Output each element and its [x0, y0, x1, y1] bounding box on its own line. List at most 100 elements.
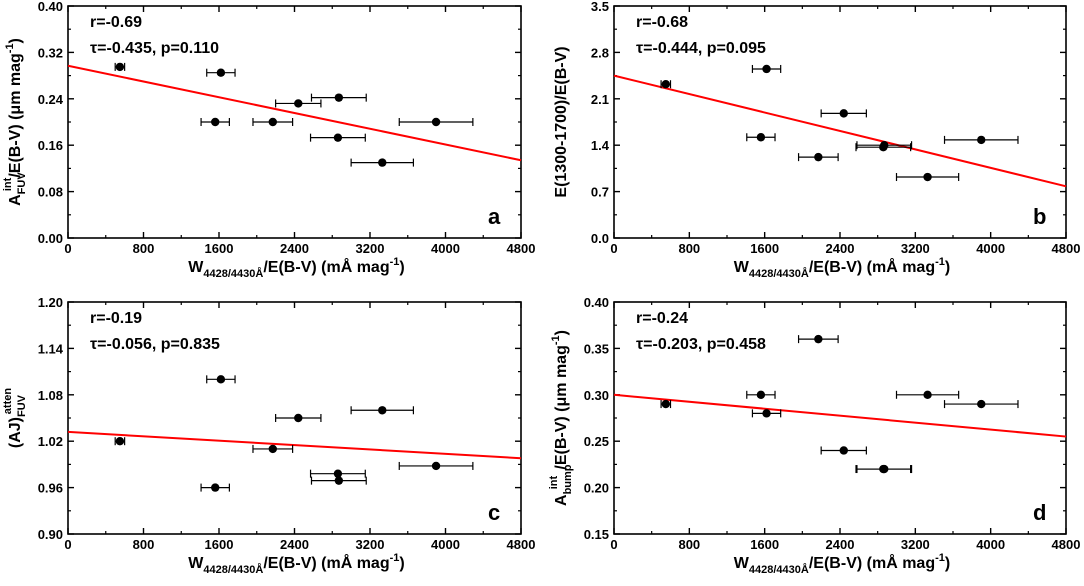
data-point: [378, 158, 387, 167]
label-part: W: [734, 555, 750, 572]
y-tick-label: 1.20: [38, 295, 63, 310]
label-part: /E(B-V) (μm mag: [7, 53, 24, 177]
y-tick-label: 0.35: [584, 341, 609, 356]
label-part: /E(B-V) (mÅ mag: [263, 257, 389, 276]
fit-line: [67, 64, 522, 162]
data-point: [115, 437, 125, 446]
label-part: FUV: [16, 172, 28, 195]
x-tick-label: 3200: [356, 241, 385, 256]
data-point: [294, 413, 303, 423]
fit-line: [613, 74, 1067, 188]
x-tick-label: 2400: [826, 241, 855, 256]
data-point: [879, 142, 888, 152]
data-point: [756, 390, 766, 399]
data-point: [268, 444, 277, 454]
x-tick-label: 1600: [205, 241, 234, 256]
y-tick-label: 0.16: [38, 138, 63, 153]
data-point: [839, 109, 848, 118]
stat-annotation: r=-0.24: [636, 310, 688, 327]
y-axis-label: E(1300-1700)/E(B-V): [553, 46, 570, 197]
x-tick-label: 800: [678, 241, 700, 256]
data-point: [923, 390, 932, 399]
y-tick-label: 0.90: [38, 527, 63, 542]
data-point: [216, 68, 226, 77]
data-point: [814, 152, 823, 162]
y-tick-label: 0.40: [38, 0, 63, 14]
x-axis-label: W4428/4430Å/E(B-V) (mÅ mag-1): [188, 552, 404, 576]
fit-line: [613, 393, 1067, 438]
x-axis-label: W4428/4430Å/E(B-V) (mÅ mag-1): [734, 256, 950, 280]
x-tick-label: 0: [64, 537, 71, 552]
label-part: -1: [935, 256, 945, 268]
panel-d: 0 800 1600 2400 3200 4000 4800 0.15 0.20 0.25 0.30…: [548, 295, 1080, 576]
label-part: -1: [935, 552, 945, 564]
y-tick-label: 0.32: [38, 45, 63, 60]
x-tick-label: 4800: [507, 537, 536, 552]
panel-letter: c: [488, 500, 500, 525]
label-part: /E(B-V) (μm mag: [553, 345, 570, 469]
stat-annotation: τ=-0.435, p=0.110: [90, 40, 219, 57]
x-tick-label: 1600: [205, 537, 234, 552]
y-tick-label: 2.1: [591, 92, 609, 107]
data-point: [333, 133, 343, 142]
y-tick-label: 0.20: [584, 481, 609, 496]
y-axis-label: (AJ)FUVatten: [2, 388, 28, 448]
x-tick-label: 4000: [976, 241, 1005, 256]
y-tick-label: 3.5: [591, 0, 609, 14]
y-tick-label: 1.4: [591, 138, 610, 153]
label-part: W: [188, 259, 204, 276]
data-point: [334, 93, 344, 102]
x-axis-label: W4428/4430Å/E(B-V) (mÅ mag-1): [188, 256, 404, 280]
label-part: -1: [4, 43, 16, 53]
y-tick-label: 0.40: [584, 295, 609, 310]
label-part: ): [553, 330, 570, 335]
label-part: -1: [550, 335, 562, 345]
x-tick-label: 800: [133, 537, 155, 552]
y-tick-label: 0.08: [38, 185, 63, 200]
data-point: [756, 133, 766, 142]
data-point: [268, 117, 277, 127]
y-tick-label: 1.14: [38, 341, 64, 356]
label-part: A: [553, 494, 570, 506]
label-part: bump: [562, 464, 574, 494]
x-tick-label: 1600: [750, 241, 779, 256]
x-tick-label: 800: [133, 241, 155, 256]
x-tick-label: 4000: [976, 537, 1005, 552]
x-tick-label: 2400: [280, 537, 309, 552]
stat-annotation: r=-0.68: [636, 14, 688, 31]
label-part: 4428/4430Å: [203, 563, 263, 576]
panel-letter: b: [1033, 204, 1046, 229]
x-tick-label: 4000: [431, 241, 460, 256]
label-part: W: [188, 555, 204, 572]
x-tick-label: 4800: [1052, 241, 1081, 256]
data-point: [115, 62, 125, 72]
label-part: int: [2, 177, 14, 191]
data-point: [977, 135, 986, 145]
label-part: /E(B-V) (mÅ mag: [263, 553, 389, 572]
x-tick-label: 2400: [826, 537, 855, 552]
label-part: (AJ): [7, 417, 24, 448]
y-tick-label: 0.25: [584, 434, 609, 449]
x-tick-label: 4800: [507, 241, 536, 256]
label-part: W: [734, 259, 750, 276]
y-tick-label: 1.02: [38, 434, 63, 449]
x-axis-label: W4428/4430Å/E(B-V) (mÅ mag-1): [734, 552, 950, 576]
label-part: ): [399, 259, 404, 276]
stat-annotation: r=-0.69: [90, 14, 142, 31]
data-point: [431, 117, 441, 127]
y-tick-label: 0.7: [591, 185, 609, 200]
panel-a: 0 800 1600 2400 3200 4000 4800 0.00 0.08 0.16 0.24…: [2, 0, 535, 280]
y-tick-label: 0.15: [584, 527, 609, 542]
label-part: /E(B-V) (mÅ mag: [809, 257, 935, 276]
label-part: 4428/4430Å: [749, 267, 809, 280]
label-part: ): [399, 555, 404, 572]
y-tick-label: 0.0: [591, 231, 609, 246]
data-point: [762, 64, 771, 74]
data-point: [839, 446, 848, 455]
fit-line: [67, 430, 522, 460]
data-point: [211, 117, 220, 127]
panel-letter: a: [488, 204, 501, 229]
x-tick-label: 3200: [356, 537, 385, 552]
y-axis-label: Abumpint/E(B-V) (μm mag-1): [548, 330, 574, 506]
